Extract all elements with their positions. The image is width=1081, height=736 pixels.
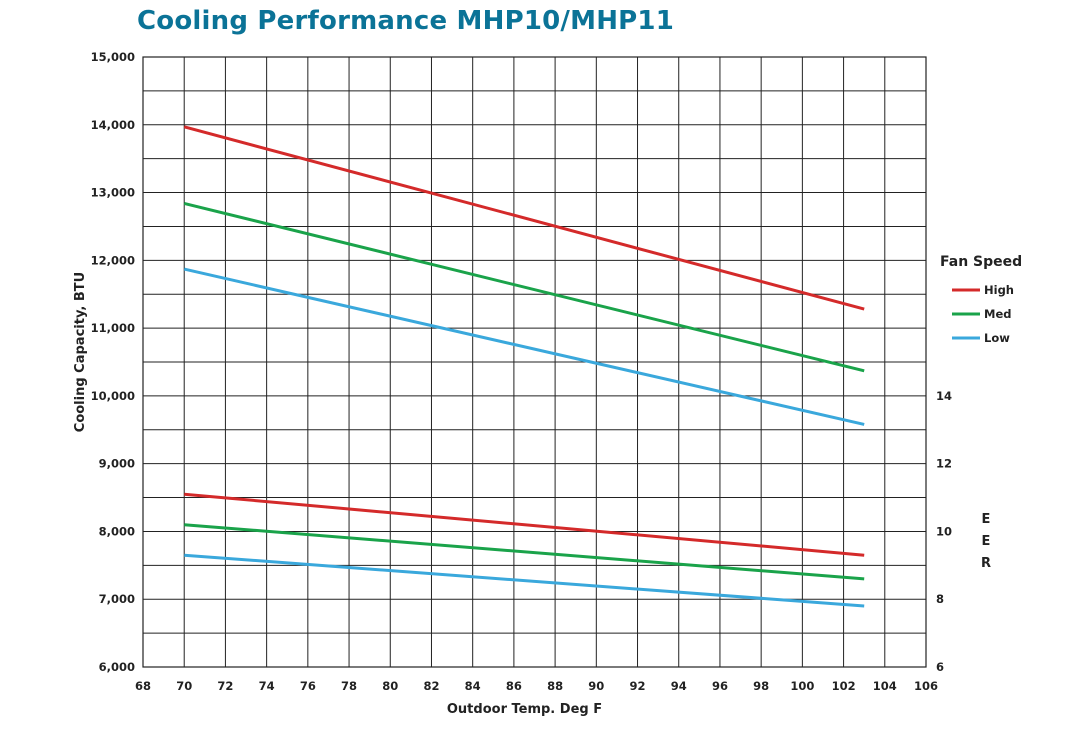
x-tick-label: 104 [873, 679, 897, 693]
series-line-eer-low [184, 553, 865, 608]
y-tick-label: 8,000 [99, 524, 135, 538]
x-tick-label: 100 [790, 679, 814, 693]
grid-lines [142, 56, 927, 668]
x-tick-label: 98 [753, 679, 769, 693]
x-tick-label: 90 [588, 679, 604, 693]
legend: Fan Speed High Med Low [940, 254, 1022, 345]
series-line-capacity-med [183, 201, 865, 373]
x-tick-label: 96 [712, 679, 728, 693]
y-tick-label: 11,000 [91, 321, 135, 335]
y-tick-label: 10,000 [91, 389, 135, 403]
y2-tick-label: 14 [936, 389, 952, 403]
y-tick-label: 7,000 [99, 592, 135, 606]
x-tick-label: 80 [382, 679, 398, 693]
y-tick-label: 9,000 [99, 457, 135, 471]
x-axis-label: Outdoor Temp. Deg F [447, 702, 602, 717]
y2-tick-label: 12 [936, 457, 952, 471]
x-tick-label: 92 [630, 679, 646, 693]
y2-tick-label: 8 [936, 592, 944, 606]
y2-axis-letter: R [981, 556, 991, 571]
y-tick-label: 12,000 [91, 253, 135, 267]
x-tick-label: 86 [506, 679, 522, 693]
legend-label-low: Low [984, 331, 1010, 345]
y-tick-label: 13,000 [91, 186, 135, 200]
y-tick-labels: 6,000 7,000 8,000 9,000 10,000 11,000 12,000 13… [91, 50, 135, 674]
y-tick-label: 15,000 [91, 50, 135, 64]
x-tick-label: 70 [176, 679, 192, 693]
x-tick-label: 72 [217, 679, 233, 693]
series-line-eer-high [184, 492, 865, 557]
x-tick-label: 76 [300, 679, 316, 693]
x-tick-label: 74 [259, 679, 275, 693]
chart-title: Cooling Performance MHP10/MHP11 [137, 6, 674, 36]
x-tick-label: 82 [423, 679, 439, 693]
legend-label-high: High [984, 283, 1014, 297]
x-tick-label: 106 [914, 679, 938, 693]
y2-tick-labels: 6 8 10 12 14 [936, 389, 952, 674]
x-tick-label: 94 [671, 679, 687, 693]
y2-axis-letter: E [982, 512, 991, 527]
y2-tick-label: 10 [936, 524, 952, 538]
y2-tick-label: 6 [936, 660, 944, 674]
x-tick-label: 68 [135, 679, 151, 693]
x-tick-label: 84 [465, 679, 481, 693]
series-line-capacity-low [183, 267, 865, 426]
legend-title: Fan Speed [940, 254, 1022, 270]
x-tick-label: 78 [341, 679, 357, 693]
x-tick-label: 88 [547, 679, 563, 693]
series-line-capacity-high [183, 125, 865, 311]
y2-axis-label: EER [981, 512, 991, 571]
series-line-eer-med [184, 523, 865, 581]
x-tick-labels: 68 70 72 74 76 78 80 82 84 86 88 90 92 94 96 98 100 102 10… [135, 679, 938, 693]
y-axis-label: Cooling Capacity, BTU [73, 272, 88, 432]
x-tick-label: 102 [832, 679, 856, 693]
series-lines [183, 125, 865, 608]
y-tick-label: 14,000 [91, 118, 135, 132]
y2-axis-letter: E [982, 534, 991, 549]
y-tick-label: 6,000 [99, 660, 135, 674]
legend-label-med: Med [984, 307, 1011, 321]
